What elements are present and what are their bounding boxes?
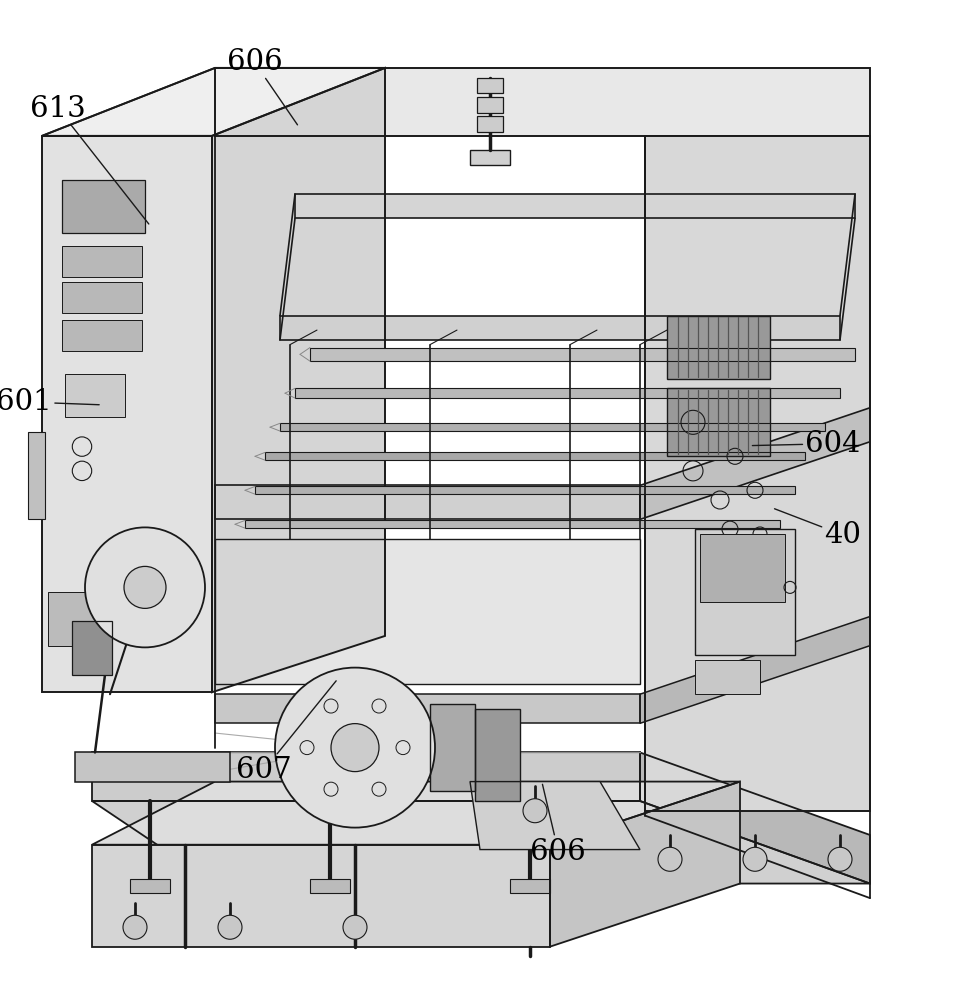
Circle shape (828, 847, 852, 871)
Polygon shape (265, 452, 805, 460)
Circle shape (124, 566, 166, 608)
Polygon shape (695, 529, 795, 655)
Circle shape (218, 915, 242, 939)
Polygon shape (130, 879, 170, 893)
Polygon shape (477, 97, 503, 113)
Circle shape (343, 915, 367, 939)
Circle shape (123, 915, 147, 939)
Polygon shape (92, 845, 550, 947)
Circle shape (331, 724, 379, 772)
Polygon shape (62, 246, 142, 277)
Polygon shape (470, 782, 640, 850)
Polygon shape (667, 316, 770, 379)
Polygon shape (245, 520, 780, 528)
Polygon shape (700, 534, 785, 602)
Polygon shape (475, 709, 520, 801)
Polygon shape (280, 316, 840, 340)
Polygon shape (75, 752, 230, 782)
Text: 607: 607 (236, 681, 336, 784)
Polygon shape (645, 136, 870, 811)
Polygon shape (48, 592, 100, 646)
Polygon shape (280, 423, 825, 431)
Polygon shape (65, 374, 125, 417)
Polygon shape (92, 801, 870, 884)
Polygon shape (477, 78, 503, 93)
Polygon shape (255, 486, 795, 494)
Polygon shape (62, 180, 145, 233)
Polygon shape (695, 660, 760, 694)
Polygon shape (215, 694, 640, 723)
Circle shape (743, 847, 767, 871)
Circle shape (658, 847, 682, 871)
Text: 606: 606 (530, 784, 586, 866)
Polygon shape (215, 485, 640, 519)
Polygon shape (477, 116, 503, 132)
Polygon shape (62, 282, 142, 313)
Polygon shape (640, 408, 870, 519)
Text: 606: 606 (226, 48, 297, 125)
Polygon shape (212, 68, 385, 692)
Polygon shape (92, 782, 740, 845)
Text: 601: 601 (0, 388, 99, 416)
Circle shape (85, 527, 205, 647)
Polygon shape (215, 68, 870, 136)
Polygon shape (310, 348, 855, 361)
Polygon shape (62, 320, 142, 351)
Text: 613: 613 (30, 95, 149, 224)
Polygon shape (72, 621, 112, 675)
Text: 604: 604 (753, 430, 861, 458)
Polygon shape (295, 194, 855, 218)
Polygon shape (310, 879, 350, 893)
Text: 40: 40 (775, 509, 861, 549)
Polygon shape (667, 388, 770, 456)
Polygon shape (640, 752, 870, 884)
Polygon shape (470, 150, 510, 165)
Polygon shape (430, 704, 475, 791)
Polygon shape (215, 539, 640, 684)
Polygon shape (42, 136, 212, 692)
Circle shape (523, 799, 547, 823)
Polygon shape (28, 432, 45, 519)
Circle shape (275, 668, 435, 828)
Polygon shape (550, 782, 740, 947)
Polygon shape (510, 879, 550, 893)
Polygon shape (295, 388, 840, 398)
Polygon shape (42, 68, 385, 136)
Polygon shape (640, 617, 870, 723)
Polygon shape (92, 752, 640, 801)
